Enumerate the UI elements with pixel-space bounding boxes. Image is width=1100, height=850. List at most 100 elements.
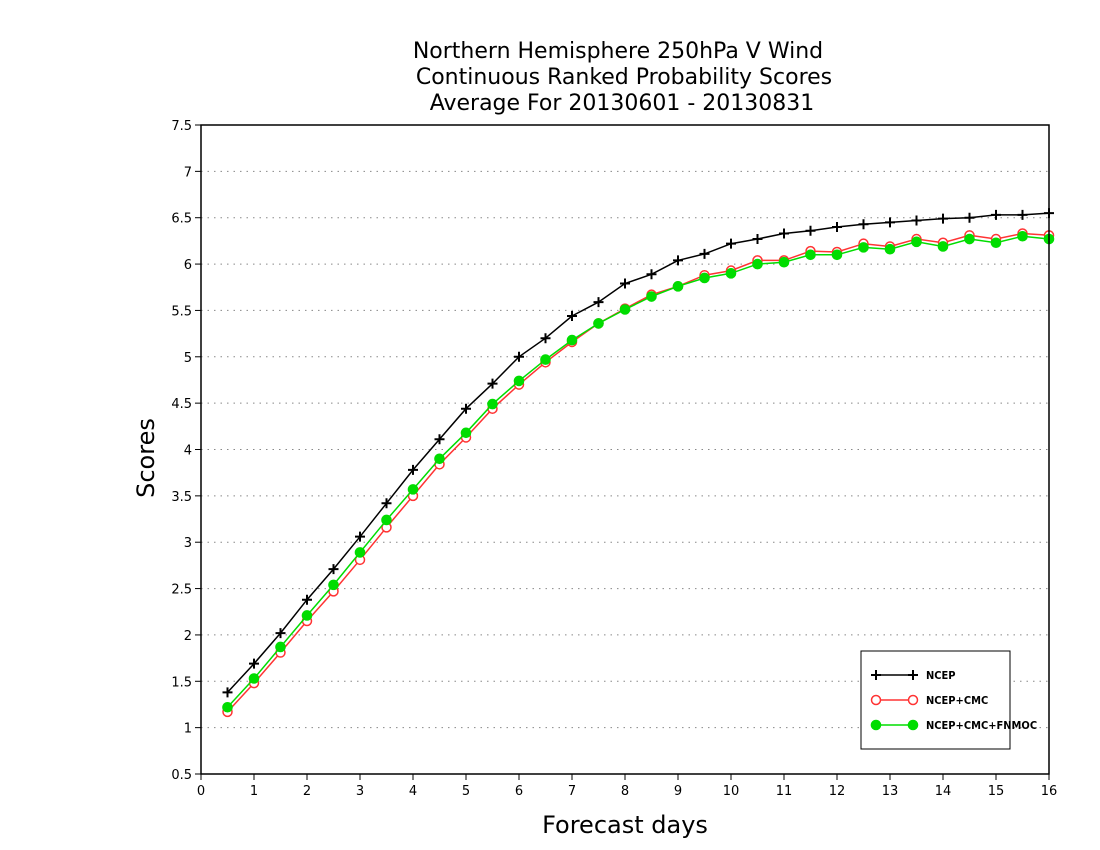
data-point [1017,230,1028,242]
data-point [672,281,684,292]
data-point [938,213,948,224]
x-tick-label: 6 [515,784,523,799]
plot-frame [200,124,1050,775]
data-point [248,673,260,684]
x-axis-ticks: 0 1 2 3 4 5 6 7 8 9 10 11 12 13 14 15 16 [197,774,1057,799]
data-point [408,464,418,475]
data-point [752,234,763,245]
x-tick-label: 8 [621,784,629,799]
chart-title: Northern Hemisphere 250hPa V Wind Contin… [413,39,832,116]
y-tick-label: 3.5 [171,490,192,505]
data-point [964,212,975,223]
data-point [434,434,445,445]
title-line-2: Continuous Ranked Probability Scores [416,65,832,90]
data-point [593,318,604,329]
data-point [870,694,882,706]
x-tick-label: 1 [250,784,258,799]
legend-label: NCEP [926,669,956,682]
y-tick-label: 5 [184,351,192,366]
x-tick-label: 10 [723,784,740,799]
x-tick-label: 11 [776,784,793,799]
legend-entry: NCEP+CMC+FNMOC [870,719,1037,732]
data-point [858,242,869,253]
x-tick-label: 3 [356,784,364,799]
data-point [726,238,736,249]
data-point [907,694,919,706]
data-point [407,484,419,495]
y-tick-label: 6 [184,258,192,273]
x-tick-label: 14 [935,784,952,799]
data-point [805,225,816,236]
data-point [354,547,366,558]
data-point [990,237,1002,249]
y-tick-label: 7.5 [171,119,192,134]
data-point [725,268,737,279]
data-point [870,719,882,731]
data-point [514,351,524,362]
x-tick-label: 13 [882,784,899,799]
data-point [646,291,657,302]
data-point [699,272,710,284]
data-point [460,427,472,439]
data-point [831,249,843,261]
y-tick-label: 6.5 [171,212,192,227]
legend-label: NCEP+CMC+FNMOC [926,719,1037,732]
data-point [328,564,339,575]
data-point [328,579,339,591]
data-point [355,531,365,542]
data-point [832,221,842,232]
data-point [487,398,498,410]
data-point [673,255,683,266]
data-point [513,375,525,387]
data-point [858,219,869,230]
x-tick-label: 5 [462,784,470,799]
y-axis-ticks: 0.5 1 1.5 2 2.5 3 3.5 4 4.5 5 5.5 6 6.5 7 7.5 [171,119,201,783]
y-tick-label: 4 [184,444,192,459]
data-point [249,658,259,669]
y-axis-label: Scores [132,418,160,498]
data-point [567,310,577,321]
x-axis-label: Forecast days [542,811,708,839]
data-point [805,249,816,261]
data-point [778,256,790,268]
y-tick-label: 0.5 [171,768,192,783]
data-point [937,241,949,252]
y-tick-label: 2 [184,629,192,644]
x-tick-label: 12 [829,784,846,799]
x-tick-label: 2 [303,784,311,799]
y-tick-label: 2.5 [171,583,192,598]
x-tick-label: 15 [988,784,1005,799]
data-point [907,719,919,731]
data-point [908,670,918,680]
data-point [911,236,922,248]
data-point [381,514,392,526]
data-point [593,297,604,308]
x-tick-label: 16 [1041,784,1058,799]
legend-entry: NCEP+CMC [870,694,988,707]
y-tick-label: 4.5 [171,397,192,412]
x-tick-label: 0 [197,784,205,799]
x-tick-label: 7 [568,784,576,799]
data-point [885,217,895,228]
x-tick-label: 4 [409,784,417,799]
data-point [540,333,551,344]
y-tick-label: 1.5 [171,675,192,690]
data-point [434,453,445,465]
data-point [752,258,763,270]
data-point [620,278,630,289]
data-point [779,228,789,239]
data-point [619,304,631,315]
y-tick-label: 1 [184,722,192,737]
data-point [487,378,498,389]
series-1 [222,208,1054,698]
data-point [381,498,392,509]
legend-entry: NCEP [871,669,956,682]
legend-label: NCEP+CMC [926,694,988,707]
x-tick-label: 9 [674,784,682,799]
data-point [461,403,471,414]
data-point [275,641,286,653]
legend: NCEP NCEP+CMC NCEP+CMC+FNMOC [860,650,1037,750]
data-point [301,610,313,621]
data-point [540,354,551,365]
data-point [646,269,657,280]
